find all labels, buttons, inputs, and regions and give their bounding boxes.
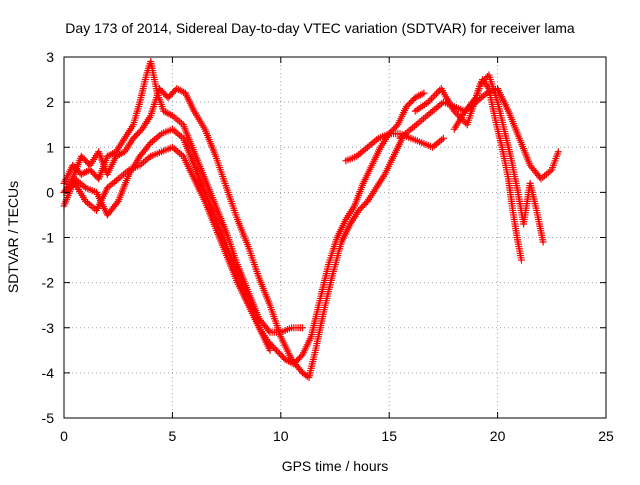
x-axis-label: GPS time / hours xyxy=(282,458,389,474)
data-point xyxy=(554,148,562,156)
series-track-d xyxy=(60,125,274,354)
data-point xyxy=(420,89,428,97)
x-tick-label: 15 xyxy=(381,428,397,444)
y-tick-label: 2 xyxy=(46,94,54,110)
series-track-e xyxy=(342,130,447,165)
series-track-h xyxy=(450,76,525,264)
chart-title: Day 173 of 2014, Sidereal Day-to-day VTE… xyxy=(65,20,575,36)
x-tick-label: 0 xyxy=(60,428,68,444)
data-point xyxy=(265,327,273,335)
x-tick-label: 20 xyxy=(490,428,506,444)
marks-layer xyxy=(60,58,562,381)
data-point xyxy=(424,98,432,106)
ticks-layer: 0 5 10 15 20 25 -5 -4 -3 -2 -1 0 1 2 3 xyxy=(42,49,614,444)
data-point xyxy=(434,88,442,96)
data-point xyxy=(453,111,461,119)
x-tick-label: 5 xyxy=(169,428,177,444)
data-point xyxy=(452,109,460,117)
y-tick-label: -1 xyxy=(42,230,55,246)
y-tick-label: 3 xyxy=(46,49,54,65)
data-point xyxy=(439,134,447,142)
y-tick-label: 0 xyxy=(46,184,54,200)
y-tick-label: 1 xyxy=(46,139,54,155)
data-point xyxy=(392,122,400,130)
data-point xyxy=(432,90,440,98)
data-point xyxy=(450,107,458,115)
data-point xyxy=(298,324,306,332)
y-tick-label: -3 xyxy=(42,320,55,336)
x-tick-label: 10 xyxy=(273,428,289,444)
y-tick-label: -5 xyxy=(42,410,55,426)
y-axis-label: SDTVAR / TECUs xyxy=(5,181,21,293)
data-point xyxy=(471,95,479,103)
series-track-a xyxy=(60,58,306,336)
data-point xyxy=(266,346,274,354)
data-point xyxy=(431,91,439,99)
y-tick-label: -2 xyxy=(42,275,55,291)
data-point xyxy=(427,95,435,103)
data-point xyxy=(429,93,437,101)
data-point xyxy=(426,96,434,104)
x-tick-label: 25 xyxy=(598,428,614,444)
data-point xyxy=(517,256,525,264)
data-point xyxy=(145,140,153,148)
data-point xyxy=(297,352,305,360)
data-point xyxy=(539,238,547,246)
data-point xyxy=(113,199,121,207)
y-tick-label: -4 xyxy=(42,365,55,381)
